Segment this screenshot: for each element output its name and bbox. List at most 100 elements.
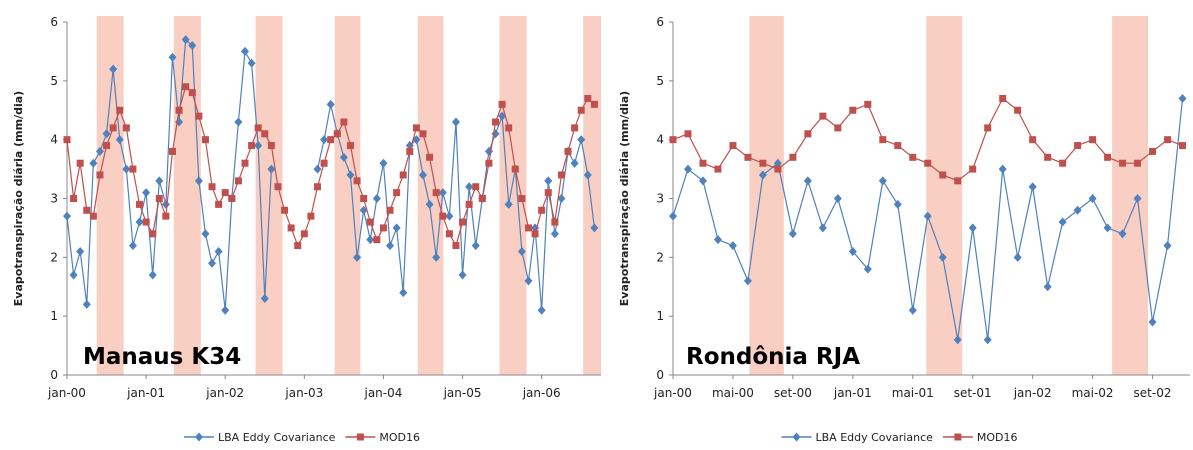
marker bbox=[432, 252, 441, 262]
marker bbox=[221, 305, 230, 315]
marker bbox=[234, 117, 243, 127]
marker bbox=[102, 129, 111, 139]
marker bbox=[984, 124, 992, 132]
marker bbox=[511, 165, 519, 173]
marker bbox=[714, 165, 722, 173]
marker bbox=[426, 153, 434, 161]
marker bbox=[1179, 142, 1187, 150]
marker bbox=[359, 205, 368, 215]
marker bbox=[168, 52, 177, 62]
marker bbox=[1133, 194, 1142, 203]
marker bbox=[728, 241, 737, 251]
x-tick-label: jan-02 bbox=[205, 386, 244, 400]
marker bbox=[1044, 153, 1052, 161]
marker bbox=[999, 94, 1007, 102]
marker bbox=[307, 212, 315, 220]
dry-season-band bbox=[334, 16, 361, 375]
marker bbox=[445, 230, 453, 238]
marker bbox=[320, 159, 328, 167]
marker bbox=[1013, 252, 1022, 262]
y-tick-label: 0 bbox=[656, 368, 664, 382]
marker bbox=[406, 147, 414, 155]
marker bbox=[518, 195, 526, 202]
marker bbox=[313, 164, 322, 174]
marker bbox=[531, 230, 539, 238]
marker bbox=[393, 189, 401, 197]
dry-season-band bbox=[1112, 16, 1149, 375]
legend-label: MOD16 bbox=[379, 431, 420, 444]
marker bbox=[353, 252, 362, 262]
marker bbox=[1149, 147, 1157, 155]
marker bbox=[517, 246, 526, 256]
y-tick-label: 2 bbox=[50, 250, 58, 264]
marker bbox=[70, 195, 78, 202]
x-tick-label: mai-00 bbox=[712, 386, 754, 400]
marker bbox=[247, 58, 256, 68]
marker bbox=[893, 199, 902, 209]
marker bbox=[339, 152, 348, 162]
marker bbox=[373, 236, 381, 244]
marker bbox=[201, 229, 210, 239]
marker bbox=[419, 170, 427, 180]
marker bbox=[254, 141, 263, 151]
marker bbox=[557, 171, 565, 179]
dry-season-band bbox=[583, 16, 601, 375]
marker bbox=[379, 158, 388, 168]
marker bbox=[149, 230, 157, 238]
y-tick-label: 5 bbox=[50, 74, 58, 88]
marker bbox=[550, 229, 559, 239]
marker bbox=[848, 246, 857, 256]
marker bbox=[399, 288, 408, 298]
panel-annotation: Rondônia RJA bbox=[686, 344, 860, 370]
marker bbox=[267, 164, 276, 174]
marker bbox=[142, 188, 151, 198]
x-tick-label: mai-02 bbox=[1072, 386, 1114, 400]
marker bbox=[82, 299, 91, 309]
marker bbox=[95, 146, 104, 156]
marker bbox=[234, 177, 242, 185]
dry-season-band bbox=[173, 16, 201, 375]
marker bbox=[505, 124, 513, 132]
marker bbox=[83, 206, 91, 214]
marker bbox=[135, 217, 144, 227]
y-tick-label: 4 bbox=[656, 133, 664, 147]
y-tick-label: 6 bbox=[656, 15, 664, 29]
marker bbox=[834, 124, 842, 132]
marker bbox=[76, 246, 85, 256]
marker bbox=[465, 182, 474, 192]
marker bbox=[954, 433, 962, 441]
marker bbox=[498, 100, 506, 108]
marker bbox=[109, 124, 117, 132]
marker bbox=[195, 112, 203, 120]
x-tick-label: set-02 bbox=[1134, 386, 1172, 400]
marker bbox=[340, 118, 348, 126]
marker bbox=[459, 218, 467, 226]
marker bbox=[109, 64, 118, 74]
marker bbox=[590, 223, 599, 233]
marker bbox=[504, 199, 513, 209]
marker bbox=[1118, 229, 1127, 239]
x-tick-label: jan-00 bbox=[47, 386, 86, 400]
marker bbox=[570, 158, 579, 168]
dry-season-band bbox=[926, 16, 963, 375]
marker bbox=[894, 142, 902, 150]
marker bbox=[451, 117, 460, 127]
marker bbox=[938, 252, 947, 262]
marker bbox=[412, 124, 420, 132]
marker bbox=[182, 83, 190, 91]
marker bbox=[267, 142, 275, 150]
legend-label: MOD16 bbox=[977, 431, 1018, 444]
marker bbox=[1028, 182, 1037, 192]
marker bbox=[458, 270, 467, 280]
marker bbox=[188, 41, 197, 51]
marker bbox=[274, 183, 282, 191]
marker bbox=[968, 223, 977, 233]
dry-season-band bbox=[255, 16, 283, 375]
marker bbox=[300, 230, 308, 238]
marker bbox=[669, 211, 677, 221]
marker bbox=[366, 235, 375, 245]
marker bbox=[1119, 159, 1127, 167]
marker bbox=[924, 159, 932, 167]
marker bbox=[294, 242, 302, 250]
marker bbox=[683, 164, 692, 174]
